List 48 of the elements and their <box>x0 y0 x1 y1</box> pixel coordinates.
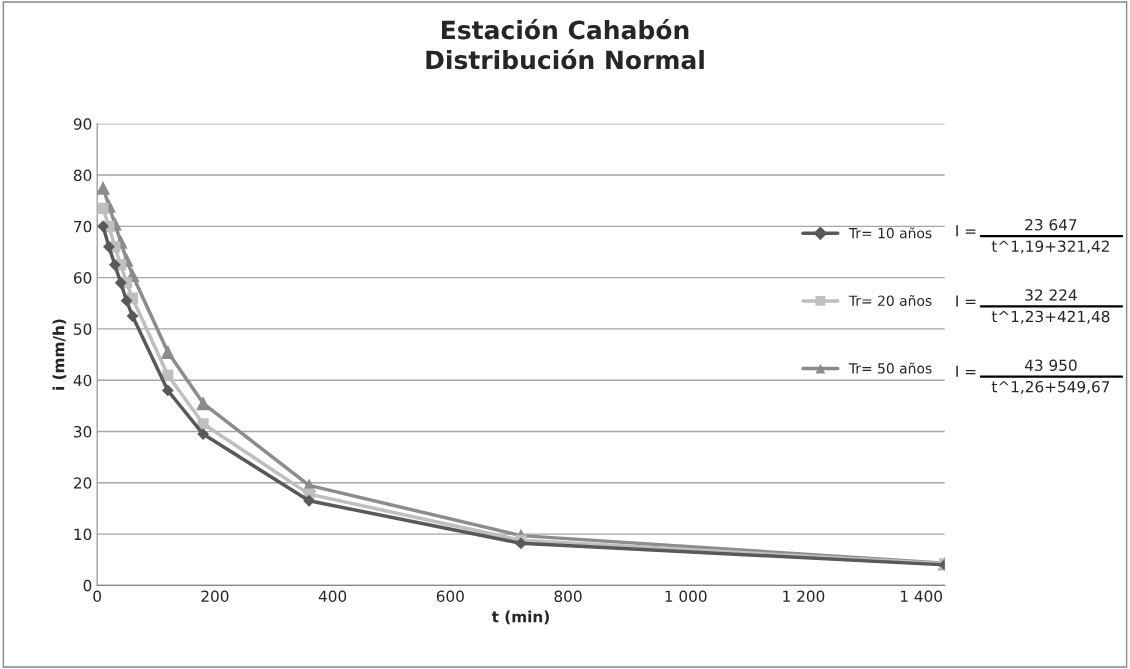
x-tick-label: 200 <box>201 590 229 603</box>
point <box>160 345 175 359</box>
legend-label: Tr= 10 años <box>848 227 932 239</box>
x-tick-label: 1 200 <box>783 590 825 603</box>
y-tick-label: 20 <box>74 477 92 489</box>
x-tick-label: 1 000 <box>665 590 707 603</box>
point <box>515 537 527 550</box>
text: I = <box>956 365 976 377</box>
y-tick-label: 60 <box>73 272 92 284</box>
point <box>303 494 315 507</box>
y-tick-label: 30 <box>74 425 92 438</box>
x-tick-label: 0 <box>93 590 102 603</box>
legend-label: Tr= 20 años <box>848 294 932 306</box>
text: t^1,19+321,42 <box>991 240 1109 254</box>
y-tick-label: 80 <box>73 169 92 182</box>
chart-title: Estación Cahabón Distribución Normal <box>426 19 704 70</box>
y-tick-label: 90 <box>73 118 92 130</box>
x-tick-label: 800 <box>554 590 582 603</box>
point <box>196 396 211 411</box>
point <box>114 276 127 289</box>
y-tick-label: 0 <box>83 579 92 592</box>
point <box>161 384 174 397</box>
point <box>197 428 210 440</box>
text: 32 224 <box>1025 289 1077 301</box>
y-tick-label: 10 <box>74 528 92 541</box>
y-tick-label: 40 <box>73 374 92 387</box>
point <box>108 258 121 271</box>
point <box>97 202 109 214</box>
x-axis-title: t (min) <box>491 610 549 625</box>
point <box>126 310 139 322</box>
text: I = <box>956 295 976 307</box>
text: t^1,26+549,67 <box>991 380 1110 395</box>
point <box>197 418 209 430</box>
x-tick-label: 1 400 <box>900 590 942 603</box>
point <box>97 180 111 195</box>
y-axis-title: i (mm/h) <box>52 319 67 390</box>
text: 43 950 <box>1024 359 1077 372</box>
y-tick-label: 50 <box>74 323 92 335</box>
legend-label: Tr= 50 años <box>848 362 932 374</box>
point <box>97 220 109 233</box>
x-tick-label: 600 <box>436 590 464 603</box>
y-tick-label: 70 <box>74 220 92 233</box>
text: I = <box>956 225 976 237</box>
text: t^1,23+421,48 <box>991 310 1110 324</box>
point <box>120 294 133 307</box>
x-tick-label: 400 <box>318 590 347 603</box>
text: 23 647 <box>1025 218 1077 231</box>
point <box>103 240 115 253</box>
